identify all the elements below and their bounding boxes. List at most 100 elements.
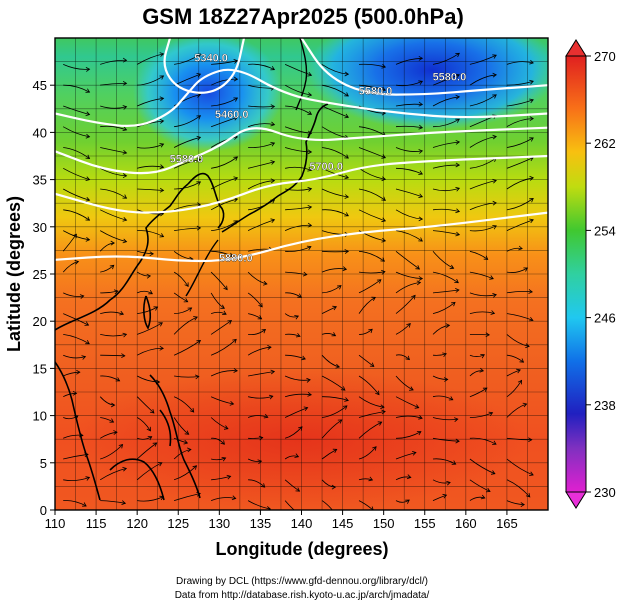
streamline bbox=[63, 500, 87, 507]
streamline-arrow bbox=[72, 390, 78, 396]
streamline bbox=[100, 209, 127, 221]
streamline bbox=[100, 147, 127, 154]
streamline-arrow bbox=[270, 160, 276, 165]
streamline-arrow bbox=[418, 149, 424, 154]
streamline bbox=[137, 290, 153, 295]
colorbar-ticks: 230 238 246 254 262 270 bbox=[586, 49, 616, 500]
streamline-arrow bbox=[455, 288, 460, 293]
contour-line bbox=[163, 38, 246, 94]
y-tick-label: 5 bbox=[40, 456, 47, 471]
streamline-arrow bbox=[340, 386, 346, 391]
streamline bbox=[321, 449, 337, 460]
x-tick-label: 150 bbox=[373, 516, 395, 531]
streamline-arrow bbox=[233, 368, 238, 373]
streamline-arrow bbox=[82, 502, 87, 507]
streamline-arrow bbox=[307, 110, 313, 115]
streamline bbox=[395, 103, 423, 107]
streamline bbox=[506, 99, 534, 107]
streamline bbox=[432, 96, 460, 107]
streamline bbox=[358, 328, 373, 335]
streamline-arrow bbox=[492, 54, 497, 59]
streamline-arrow bbox=[418, 216, 424, 222]
streamline bbox=[210, 417, 229, 430]
streamline bbox=[248, 437, 263, 439]
streamline bbox=[284, 224, 312, 231]
streamline-arrow bbox=[442, 352, 447, 358]
streamline bbox=[247, 123, 275, 128]
streamline-arrow bbox=[307, 149, 313, 155]
streamline bbox=[321, 268, 347, 273]
streamline bbox=[506, 290, 533, 294]
streamline bbox=[358, 126, 386, 136]
streamline-arrow bbox=[85, 176, 91, 181]
streamline bbox=[321, 209, 349, 217]
streamline bbox=[137, 417, 151, 432]
streamline bbox=[63, 147, 90, 159]
colorbar-tick-label: 254 bbox=[594, 223, 616, 238]
streamline bbox=[469, 458, 496, 475]
streamline bbox=[137, 496, 164, 502]
streamline bbox=[321, 64, 349, 75]
streamline bbox=[284, 375, 311, 381]
streamline bbox=[395, 396, 419, 409]
streamline bbox=[173, 159, 201, 169]
streamline bbox=[63, 477, 90, 481]
streamline-arrow bbox=[221, 457, 227, 462]
streamline bbox=[100, 125, 127, 131]
streamline-arrow bbox=[306, 377, 311, 383]
streamline bbox=[432, 289, 459, 294]
streamline-arrow bbox=[529, 198, 534, 203]
streamline bbox=[136, 442, 157, 460]
contour-line bbox=[55, 154, 548, 214]
x-tick-label: 110 bbox=[45, 516, 66, 531]
contour-labels: 5340.0 5460.0 5580.0 5700.0 5880.0 5580.0 5580… bbox=[169, 52, 466, 264]
streamline-arrow bbox=[455, 208, 461, 214]
streamline-arrow bbox=[418, 124, 424, 130]
streamline-arrow bbox=[375, 390, 380, 396]
streamline-arrow bbox=[118, 444, 124, 449]
streamline-arrow bbox=[335, 363, 341, 369]
streamline-arrow bbox=[331, 332, 337, 337]
streamline bbox=[174, 227, 201, 231]
contour-line bbox=[55, 68, 548, 128]
streamline-arrow bbox=[110, 402, 116, 408]
streamline-arrow bbox=[332, 448, 338, 454]
streamline bbox=[174, 115, 201, 128]
streamline-arrow bbox=[492, 225, 497, 230]
streamline-arrow bbox=[121, 500, 127, 505]
streamline bbox=[247, 84, 275, 89]
streamline-arrow bbox=[85, 340, 90, 345]
streamline bbox=[248, 161, 275, 169]
streamline-arrow bbox=[81, 355, 87, 360]
streamline-arrow bbox=[226, 474, 232, 480]
streamline bbox=[210, 271, 228, 290]
x-tick-label: 160 bbox=[455, 516, 477, 531]
streamline bbox=[506, 403, 527, 418]
streamline-arrow bbox=[258, 302, 263, 308]
streamline-arrow bbox=[418, 237, 423, 242]
y-tick-label: 20 bbox=[33, 314, 47, 329]
streamline bbox=[469, 202, 497, 211]
streamline-arrow bbox=[196, 135, 202, 141]
streamline bbox=[284, 407, 308, 418]
streamline-arrow bbox=[184, 282, 189, 288]
x-axis-ticks: 110 115 120 125 130 135 140 145 150 155 160 165 bbox=[45, 510, 518, 531]
streamline bbox=[173, 250, 193, 260]
streamline bbox=[285, 246, 312, 252]
streamline-arrow bbox=[228, 252, 234, 258]
streamline-arrow bbox=[270, 65, 276, 71]
streamline bbox=[358, 167, 386, 180]
streamline bbox=[247, 500, 271, 510]
streamline bbox=[100, 333, 127, 337]
streamline bbox=[100, 188, 127, 199]
streamline-arrow bbox=[263, 280, 268, 286]
streamline-arrow bbox=[307, 92, 313, 97]
streamline bbox=[63, 105, 90, 115]
streamline-arrow bbox=[187, 447, 192, 453]
streamline-arrow bbox=[529, 175, 534, 181]
streamline bbox=[432, 479, 451, 484]
streamline bbox=[210, 78, 238, 86]
streamline-arrow bbox=[307, 391, 312, 397]
streamline bbox=[136, 396, 155, 414]
streamline-arrow bbox=[483, 255, 489, 260]
